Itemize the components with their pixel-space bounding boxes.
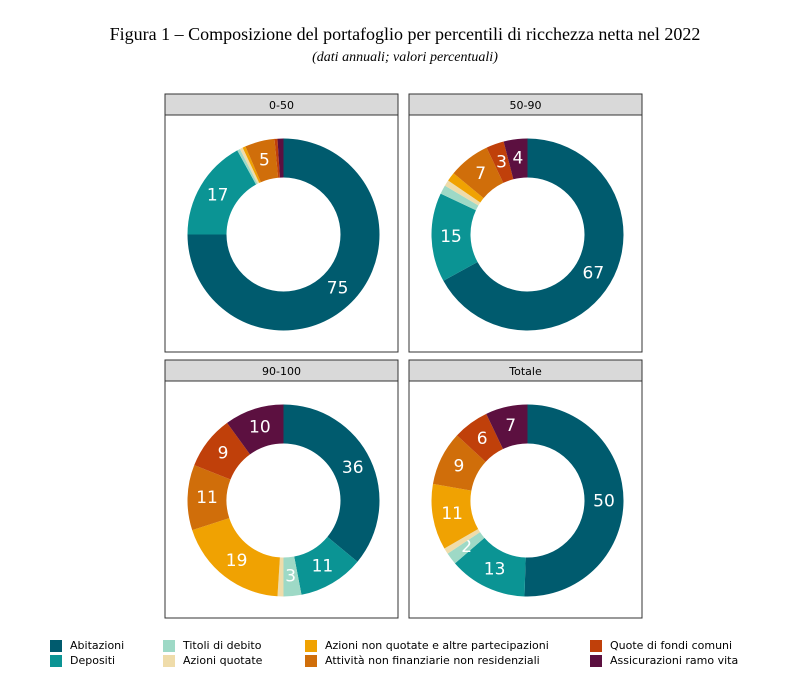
data-label: 5 [259,150,270,170]
data-label: 67 [583,263,605,283]
donut-segment [503,138,528,180]
data-label: 36 [342,458,364,478]
panel-title: 90-100 [262,365,301,378]
donut-segment [431,483,479,549]
legend-swatch [305,655,317,667]
data-label: 11 [196,488,218,508]
data-label: 75 [327,279,349,299]
donut-segment [447,532,485,564]
legend-label: Titoli di debito [182,639,262,652]
donut-segment [242,146,261,183]
donut-segment [444,180,481,206]
donut-segment [283,556,302,597]
donut-segment [524,404,624,597]
donut-segment [187,150,257,235]
legend-label: Quote di fondi comuni [610,639,732,652]
legend-label: Azioni non quotate e altre partecipazion… [325,639,549,652]
donut-segment [443,138,624,331]
legend-swatch [163,655,175,667]
data-label: 3 [285,567,296,587]
donut-segment [277,557,284,597]
donut-segment [187,138,380,331]
legend-label: Depositi [70,654,115,667]
data-label: 15 [440,227,462,247]
chart-subtitle: (dati annuali; valori percentuali) [312,50,498,65]
data-label: 19 [226,551,248,571]
donut-segment [444,529,481,554]
donut-segment [448,173,484,203]
donut-segment [194,422,250,480]
donut-segment [187,465,231,531]
legend-swatch [50,640,62,652]
data-label: 4 [512,149,523,169]
data-label: 13 [484,560,506,580]
donut-segment [239,147,260,184]
data-label: 11 [312,556,334,576]
donut-segment [283,404,380,562]
data-label: 9 [218,444,229,464]
data-label: 10 [249,418,271,438]
donut-segment [453,147,504,199]
donut-segment [454,537,526,597]
donut-segment [486,404,528,450]
donut-segment [277,138,284,178]
donut-segment [192,518,280,597]
data-label: 50 [593,492,615,512]
donut-segment [486,141,514,183]
donut-segment [440,185,479,211]
legend-label: Abitazioni [70,639,124,652]
donut-segment [431,193,478,281]
legend-label: Azioni quotate [183,654,263,667]
data-label: 2 [461,537,472,557]
legend-label: Attività non finanziarie non residenzial… [325,654,540,667]
donut-segment [274,138,280,178]
data-label: 3 [496,153,507,173]
legend-swatch [163,640,175,652]
legend-swatch [590,655,602,667]
donut-segment [237,148,258,185]
donut-segment [456,413,504,462]
data-label: 17 [207,186,229,206]
legend-swatch [305,640,317,652]
legend-swatch [50,655,62,667]
legend-label: Assicurazioni ramo vita [610,654,738,667]
donut-segment [227,404,284,455]
data-label: 11 [441,504,463,524]
donut-segment [432,435,486,491]
panel-title: Totale [508,365,542,378]
panel-title: 0-50 [269,99,294,112]
data-label: 7 [475,164,486,184]
data-label: 7 [505,416,516,436]
chart-title: Figura 1 – Composizione del portafoglio … [110,24,701,44]
data-label: 9 [454,457,465,477]
panel-title: 50-90 [510,99,542,112]
data-label: 6 [477,429,488,449]
donut-segment [245,138,279,183]
donut-segment [294,536,358,595]
legend-swatch [590,640,602,652]
